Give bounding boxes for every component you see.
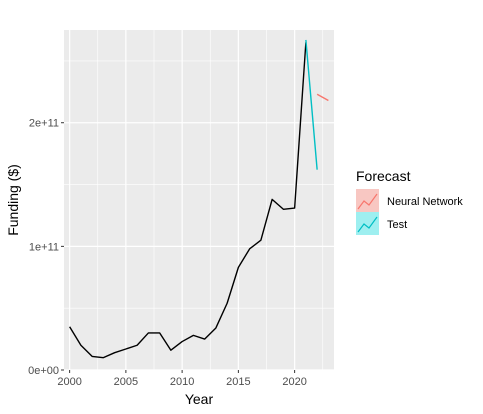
- y-axis: 0e+00 1e+11 2e+11: [28, 118, 64, 377]
- legend: Forecast Neural Network Test: [356, 168, 463, 235]
- x-axis: 2000 2005 2010 2015 2020: [57, 370, 307, 388]
- history-line: [69, 42, 307, 359]
- minor-gridlines: [64, 30, 334, 370]
- y-tick-label: 2e+11: [29, 118, 59, 130]
- x-tick-label: 2000: [57, 376, 81, 388]
- y-axis-title: Funding ($): [5, 164, 21, 236]
- series-layer: [69, 39, 329, 359]
- legend-label: Test: [387, 219, 407, 231]
- legend-key-line: [357, 216, 378, 233]
- x-axis-title: Year: [185, 391, 214, 407]
- series-line-neural-network: [316, 93, 329, 102]
- y-tick-label: 1e+11: [29, 241, 59, 253]
- legend-title: Forecast: [356, 168, 411, 184]
- y-tick-label: 0e+00: [28, 365, 59, 377]
- plot-panel: [64, 30, 334, 370]
- x-tick-label: 2005: [114, 376, 138, 388]
- series-line-test: [305, 39, 318, 170]
- legend-key-fill: [356, 189, 379, 212]
- x-tick-label: 2020: [282, 376, 306, 388]
- x-tick-label: 2015: [226, 376, 250, 388]
- legend-key-line: [357, 193, 378, 210]
- legend-label: Neural Network: [387, 196, 463, 208]
- x-tick-label: 2010: [170, 376, 194, 388]
- legend-key-fill: [356, 212, 379, 235]
